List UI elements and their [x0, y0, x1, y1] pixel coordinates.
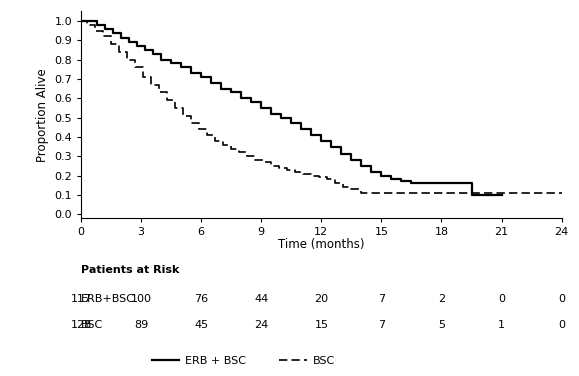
Text: 0: 0: [558, 320, 565, 330]
Text: 7: 7: [378, 294, 385, 304]
Text: BSC: BSC: [81, 320, 103, 330]
Text: 7: 7: [378, 320, 385, 330]
Text: 15: 15: [314, 320, 328, 330]
Text: 2: 2: [438, 294, 445, 304]
X-axis label: Time (months): Time (months): [278, 238, 365, 252]
Text: 76: 76: [194, 294, 208, 304]
Text: ERB+BSC: ERB+BSC: [81, 294, 135, 304]
Text: 24: 24: [254, 320, 269, 330]
Text: 0: 0: [498, 294, 505, 304]
Text: 100: 100: [131, 294, 152, 304]
Text: 117: 117: [71, 294, 91, 304]
Text: 44: 44: [254, 294, 269, 304]
Text: Patients at Risk: Patients at Risk: [81, 265, 179, 275]
Text: 128: 128: [71, 320, 91, 330]
Text: 20: 20: [314, 294, 328, 304]
Text: 89: 89: [134, 320, 148, 330]
Text: 0: 0: [558, 294, 565, 304]
Text: 45: 45: [194, 320, 208, 330]
Text: 1: 1: [498, 320, 505, 330]
Legend: ERB + BSC, BSC: ERB + BSC, BSC: [147, 352, 339, 370]
Y-axis label: Proportion Alive: Proportion Alive: [36, 68, 49, 162]
Text: 5: 5: [438, 320, 445, 330]
